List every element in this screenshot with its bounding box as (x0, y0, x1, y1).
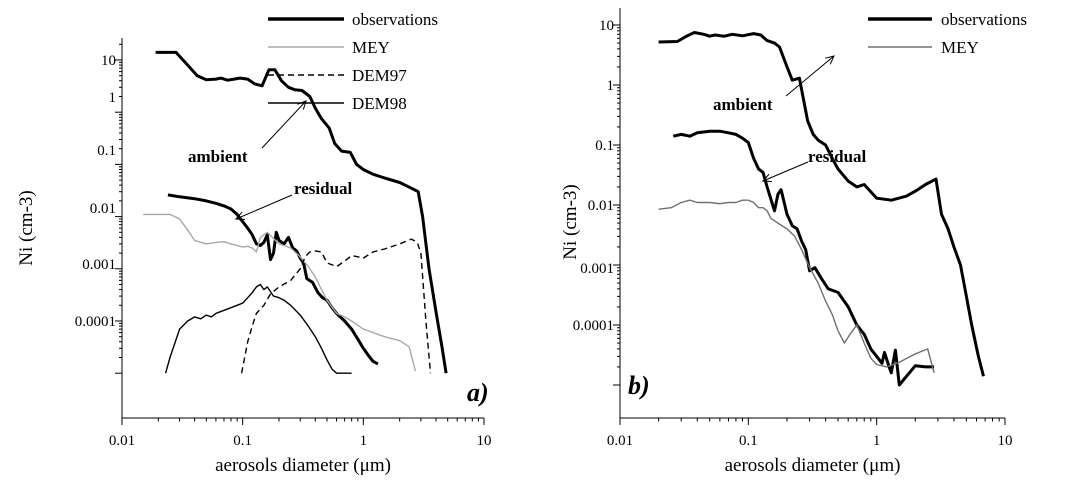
x-tick-label: 0.01 (109, 433, 135, 449)
x-tick-label: 0.1 (233, 433, 252, 449)
residual-series-line (672, 129, 935, 387)
annotation-arrow-line (785, 55, 835, 97)
legend-label-observations: observations (352, 10, 438, 29)
observations-series-line (155, 50, 448, 374)
legend-label-mey: MEY (941, 38, 979, 57)
annotation-arrow-head (761, 173, 773, 182)
annotation-arrow-head (825, 55, 835, 65)
legend-label-dem98: DEM98 (352, 94, 407, 113)
y-tick-label: 0.1 (97, 143, 116, 159)
panel-b-chart: 0.0001 0.001 0.01 0.1 1 10 0.01 0.1 1 10 aerosols … (560, 8, 1027, 476)
y-tick-label: 1 (607, 78, 615, 94)
panel-label: a) (467, 378, 489, 407)
annotation-arrow-line (235, 194, 293, 220)
x-tick-label: 10 (998, 433, 1013, 449)
legend-label-mey: MEY (352, 38, 390, 57)
y-tick-label: 0.0001 (75, 314, 116, 330)
annotation-arrow-head (297, 100, 307, 110)
y-axis-label: Ni (cm-3) (16, 190, 37, 265)
x-axis-label: aerosols diameter (μm) (725, 455, 901, 476)
annotation-arrow-head (234, 211, 246, 220)
x-tick-label: 0.1 (739, 433, 758, 449)
annotation-ambient: ambient (713, 95, 773, 114)
y-tick-label: 0.1 (595, 138, 614, 154)
annotation-residual: residual (294, 179, 353, 198)
mey-series-line (658, 199, 935, 373)
y-tick-label: 0.001 (82, 257, 116, 273)
mey-series-line (143, 213, 417, 372)
y-tick-label: 10 (599, 18, 614, 34)
y-tick-label: 0.01 (588, 198, 614, 214)
x-tick-label: 1 (360, 433, 368, 449)
x-tick-label: 10 (477, 433, 492, 449)
y-tick-label: 0.01 (90, 201, 116, 217)
annotation-arrow-line (261, 100, 307, 149)
y-tick-label: 0.0001 (573, 318, 614, 334)
residual-series-line (167, 193, 379, 366)
x-tick-label: 0.01 (607, 433, 633, 449)
annotation-arrow-line (762, 161, 809, 182)
y-tick-label: 1 (109, 90, 117, 106)
y-tick-label: 10 (101, 53, 116, 69)
x-axis-label: aerosols diameter (μm) (215, 455, 391, 476)
y-tick-label: 0.001 (580, 261, 614, 277)
panel-label: b) (628, 371, 650, 400)
panel-a-chart: 0.0001 0.001 0.01 0.1 1 10 0.01 0.1 1 10 aerosols … (16, 10, 492, 476)
legend-label-dem97: DEM97 (352, 66, 407, 85)
y-axis-label: Ni (cm-3) (560, 184, 581, 259)
legend-label-observations: observations (941, 10, 1027, 29)
observations-series-line (658, 31, 985, 377)
annotation-ambient: ambient (188, 147, 248, 166)
x-tick-label: 1 (873, 433, 881, 449)
annotation-residual: residual (808, 147, 867, 166)
dem98-series-line (164, 283, 352, 374)
